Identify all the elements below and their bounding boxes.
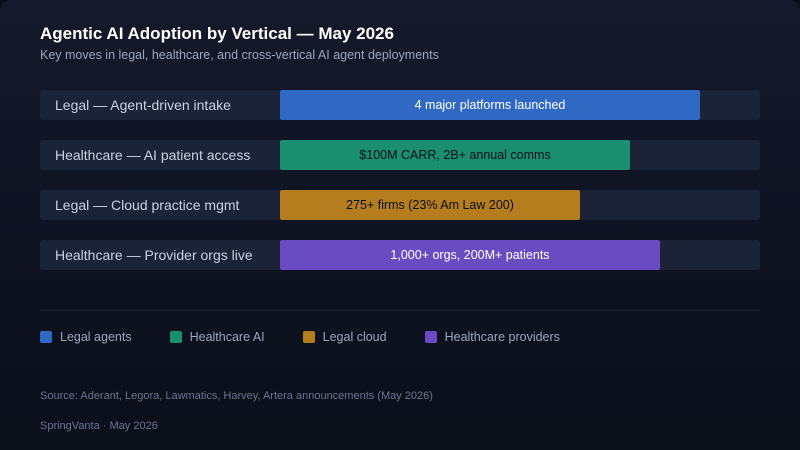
bar: 4 major platforms launched bbox=[280, 90, 700, 120]
legend: Legal agents Healthcare AI Legal cloud Heal… bbox=[40, 329, 598, 345]
bar-row: Legal — Cloud practice mgmt 275+ firms (2… bbox=[40, 190, 760, 220]
legend-label: Healthcare AI bbox=[189, 330, 265, 344]
category-label: Legal — Cloud practice mgmt bbox=[55, 197, 240, 213]
legend-item: Healthcare AI bbox=[169, 330, 265, 344]
legend-label: Healthcare providers bbox=[444, 330, 560, 344]
legend-item: Legal agents bbox=[40, 330, 132, 344]
data-label: 1,000+ orgs, 200M+ patients bbox=[390, 248, 550, 262]
divider bbox=[40, 310, 760, 311]
source-note: Source: Aderant, Legora, Lawmatics, Harv… bbox=[40, 390, 433, 402]
category-label: Healthcare — Provider orgs live bbox=[55, 247, 253, 263]
data-label: $100M CARR, 2B+ annual comms bbox=[359, 148, 551, 162]
legend-swatch bbox=[169, 331, 182, 343]
legend-item: Legal cloud bbox=[302, 330, 387, 344]
legend-item: Healthcare providers bbox=[424, 330, 560, 344]
legend-label: Legal agents bbox=[60, 330, 132, 344]
bar: 275+ firms (23% Am Law 200) bbox=[280, 190, 580, 220]
category-label: Legal — Agent-driven intake bbox=[55, 97, 231, 113]
chart-subtitle: Key moves in legal, healthcare, and cros… bbox=[40, 48, 439, 62]
data-label: 275+ firms (23% Am Law 200) bbox=[346, 198, 514, 212]
bar-row: Healthcare — AI patient access $100M CARR… bbox=[40, 140, 760, 170]
data-label: 4 major platforms launched bbox=[414, 98, 566, 112]
bar-row: Healthcare — Provider orgs live 1,000+ or… bbox=[40, 240, 760, 270]
legend-swatch bbox=[424, 331, 437, 343]
legend-label: Legal cloud bbox=[322, 330, 387, 344]
brand-footer: SpringVanta · May 2026 bbox=[40, 420, 158, 432]
legend-swatch bbox=[302, 331, 315, 343]
bar-row: Legal — Agent-driven intake 4 major platf… bbox=[40, 90, 760, 120]
bar: 1,000+ orgs, 200M+ patients bbox=[280, 240, 660, 270]
legend-swatch bbox=[40, 331, 52, 343]
chart-title: Agentic AI Adoption by Vertical — May 20… bbox=[40, 24, 394, 43]
category-label: Healthcare — AI patient access bbox=[55, 147, 251, 163]
bar: $100M CARR, 2B+ annual comms bbox=[280, 140, 630, 170]
